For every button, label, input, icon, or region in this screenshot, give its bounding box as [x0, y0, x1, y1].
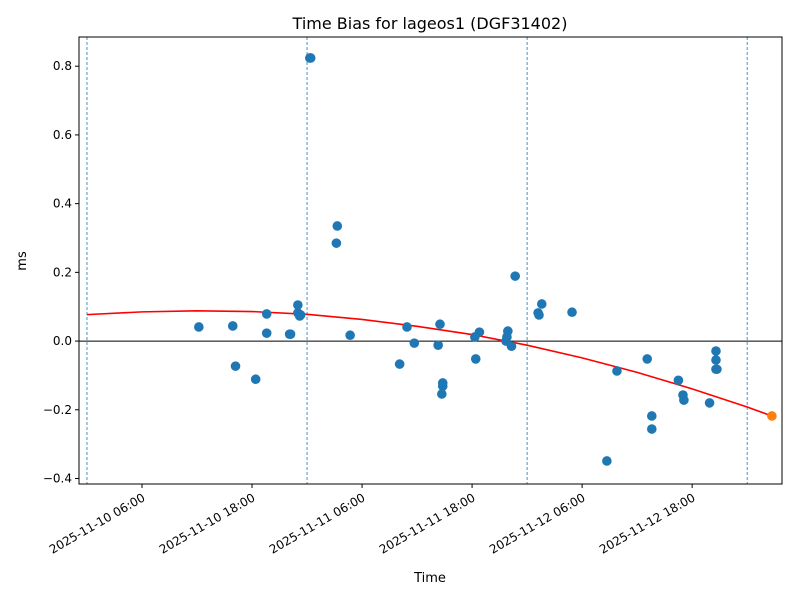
x-axis-label: Time: [413, 571, 446, 586]
plot-inner: [79, 37, 782, 484]
axes-frame: [78, 36, 783, 485]
observations-point: [293, 300, 303, 310]
observations-point: [332, 221, 343, 231]
y-axis-label: ms: [15, 251, 30, 271]
y-tick-label: 0.6: [53, 128, 72, 142]
observations-point: [673, 375, 684, 386]
observations-point: [534, 310, 544, 320]
observations-point: [437, 389, 447, 399]
observations-point: [194, 322, 204, 332]
observations-point: [227, 321, 238, 331]
observations-point: [261, 328, 272, 338]
observations-point: [433, 340, 443, 350]
observations-point: [567, 307, 577, 318]
observations-point: [345, 330, 355, 341]
observations-point: [646, 411, 657, 421]
observations-point: [642, 354, 653, 364]
prediction-point: [767, 411, 777, 421]
observations-point: [646, 424, 657, 434]
observations-point: [402, 322, 412, 332]
observations-point: [503, 326, 513, 336]
observations-point: [506, 341, 517, 352]
observations-point: [409, 338, 420, 348]
observations-point: [305, 53, 316, 63]
y-tick-label: −0.2: [43, 403, 72, 417]
observations-point: [261, 309, 272, 319]
observations-point: [679, 395, 689, 405]
observations-point: [437, 381, 448, 391]
observations-point: [536, 299, 547, 309]
y-tick-label: 0.2: [53, 265, 72, 279]
observations-point: [711, 355, 721, 365]
observations-point: [602, 456, 612, 466]
observations-point: [510, 271, 520, 281]
fit-curve: [86, 310, 773, 417]
observations-point: [435, 319, 445, 330]
observations-point: [470, 354, 481, 364]
observations-point: [331, 238, 342, 248]
observations-point: [250, 374, 261, 385]
y-tick-label: −0.4: [43, 472, 72, 486]
observations-point: [704, 398, 715, 408]
observations-point: [474, 327, 485, 337]
y-tick-label: 0.8: [53, 59, 72, 73]
y-tick-label: 0.0: [53, 334, 72, 348]
chart-title: Time Bias for lageos1 (DGF31402): [292, 14, 568, 33]
observations-point: [295, 310, 306, 320]
observations-point: [712, 364, 722, 375]
y-tick-label: 0.4: [53, 197, 72, 211]
observations-point: [711, 346, 721, 356]
observations-point: [612, 366, 622, 376]
observations-point: [394, 359, 405, 369]
observations-point: [285, 329, 296, 339]
observations-point: [230, 361, 241, 371]
